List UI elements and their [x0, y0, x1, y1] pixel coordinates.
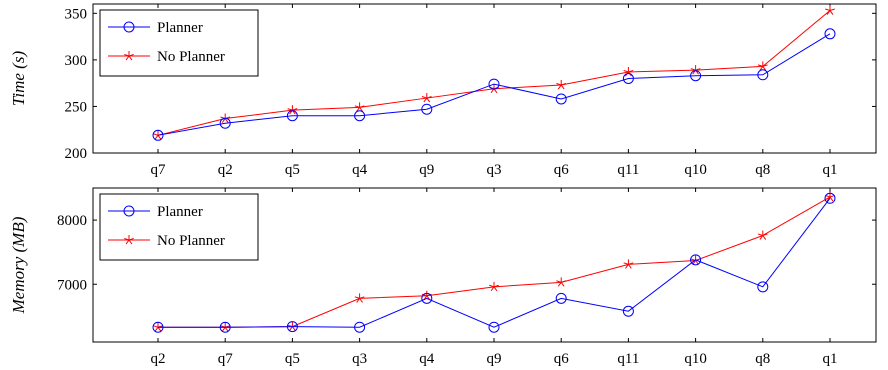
- memory-planner-point-q7: [219, 321, 231, 333]
- memory-planner-point-q3: [354, 321, 366, 333]
- time-no-planner-point-q8: [757, 61, 768, 71]
- memory-xtick-label-q10: q10: [684, 351, 707, 367]
- time-legend-planner-marker: [123, 21, 135, 33]
- time-ylabel: Time (s): [9, 51, 28, 107]
- time-xtick-label-q4: q4: [352, 162, 368, 178]
- time-planner-point-q1: [824, 28, 836, 40]
- memory-planner-point-q2: [152, 321, 164, 333]
- time-no-planner-point-q2: [220, 113, 231, 123]
- time-legend-box: [99, 9, 259, 77]
- memory-xtick-label-q1: q1: [823, 351, 838, 367]
- time-ytick-label: 350: [65, 6, 88, 22]
- memory-planner-point-q5: [286, 321, 298, 333]
- memory-legend-no-planner-label: No Planner: [157, 233, 225, 249]
- time-xtick-label-q7: q7: [151, 162, 167, 178]
- memory-no-planner-line: [158, 196, 831, 328]
- time-legend-no-planner-marker: [124, 51, 134, 61]
- time-xtick-label-q5: q5: [285, 162, 300, 178]
- memory-no-planner-point-q1: [825, 191, 835, 202]
- memory-ylabel: Memory (MB): [9, 216, 28, 314]
- memory-no-planner-point-q10: [690, 255, 701, 265]
- time-ytick-label: 250: [65, 99, 88, 115]
- time-planner-point-q3: [488, 78, 500, 90]
- memory-planner-point-q1: [824, 192, 836, 204]
- memory-xtick-label-q4: q4: [419, 351, 435, 367]
- memory-planner-line: [158, 197, 831, 328]
- memory-no-planner-point-q11: [623, 259, 634, 269]
- memory-planner-point-q6: [555, 292, 567, 304]
- memory-xtick-label-q2: q2: [151, 351, 166, 367]
- time-xtick-label-q2: q2: [218, 162, 233, 178]
- time-planner-point-q10: [690, 70, 702, 82]
- memory-legend-no-planner-marker: [124, 235, 134, 245]
- memory-no-planner-point-q6: [556, 277, 567, 287]
- memory-planner-point-q10: [690, 254, 702, 266]
- memory-xtick-label-q3: q3: [352, 351, 367, 367]
- memory-no-planner-point-q3: [354, 293, 365, 303]
- memory-plot-frame: [92, 187, 877, 343]
- time-xtick-label-q6: q6: [554, 162, 570, 178]
- time-planner-point-q4: [354, 110, 366, 122]
- memory-planner-point-q8: [757, 281, 769, 293]
- memory-chart: 7000 8000 q2 q7 q5 q3 q4 q9 q6 q11 q10 q8 q1 Memory (…: [9, 187, 877, 367]
- time-no-planner-line: [157, 10, 831, 136]
- time-planner-line: [157, 33, 831, 136]
- memory-planner-point-q9: [488, 321, 500, 333]
- memory-legend-box: [99, 193, 259, 261]
- time-no-planner-point-q10: [690, 65, 701, 75]
- time-ytick-label: 200: [65, 146, 88, 162]
- memory-series-planner: [152, 192, 836, 333]
- time-planner-point-q7: [152, 129, 164, 141]
- memory-xtick-label-q9: q9: [487, 351, 502, 367]
- time-xtick-label-q10: q10: [684, 162, 707, 178]
- time-xtick-label-q1: q1: [823, 162, 838, 178]
- memory-no-planner-point-q8: [757, 230, 768, 240]
- time-ytick-label: 300: [65, 53, 88, 69]
- memory-no-planner-point-q9: [489, 281, 499, 292]
- time-no-planner-point-q9: [421, 93, 432, 103]
- memory-legend: Planner No Planner: [99, 193, 259, 261]
- memory-xtick-label-q11: q11: [617, 351, 639, 367]
- memory-xtick-label-q6: q6: [554, 351, 570, 367]
- time-no-planner-point-q5: [287, 105, 298, 115]
- time-legend: Planner No Planner: [99, 9, 259, 77]
- memory-xtick-label-q5: q5: [285, 351, 300, 367]
- time-planner-point-q11: [622, 73, 634, 84]
- time-xtick-label-q9: q9: [419, 162, 434, 178]
- time-plot-frame: [92, 3, 877, 154]
- memory-ytick-label: 8000: [57, 213, 87, 229]
- memory-legend-planner-label: Planner: [157, 204, 203, 220]
- memory-no-planner-point-q5: [287, 321, 298, 331]
- time-planner-point-q5: [286, 110, 298, 122]
- time-no-planner-point-q4: [354, 102, 365, 112]
- memory-no-planner-point-q2: [153, 322, 163, 332]
- time-series-planner: [152, 28, 836, 141]
- memory-ytick-label: 7000: [57, 277, 87, 293]
- memory-xtick-label-q7: q7: [218, 351, 234, 367]
- time-no-planner-point-q6: [556, 80, 567, 90]
- time-planner-point-q6: [555, 93, 567, 105]
- memory-no-planner-point-q7: [220, 322, 231, 332]
- memory-planner-point-q4: [421, 292, 433, 304]
- time-xtick-label-q8: q8: [755, 162, 770, 178]
- time-legend-planner-label: Planner: [157, 20, 203, 36]
- time-planner-point-q9: [421, 103, 433, 115]
- time-xtick-label-q11: q11: [617, 162, 639, 178]
- time-planner-point-q2: [219, 117, 231, 129]
- time-chart: 200 250 300 350 q7 q2 q5 q4 q9 q3 q6 q11 q10 q8 q1 Time…: [9, 3, 877, 178]
- time-legend-no-planner-label: No Planner: [157, 49, 225, 65]
- memory-xtick-label-q8: q8: [755, 351, 770, 367]
- memory-legend-planner-marker: [123, 205, 135, 217]
- memory-planner-point-q11: [622, 305, 634, 317]
- time-planner-point-q8: [757, 69, 769, 81]
- time-xtick-label-q3: q3: [487, 162, 502, 178]
- time-no-planner-point-q1: [825, 5, 835, 15]
